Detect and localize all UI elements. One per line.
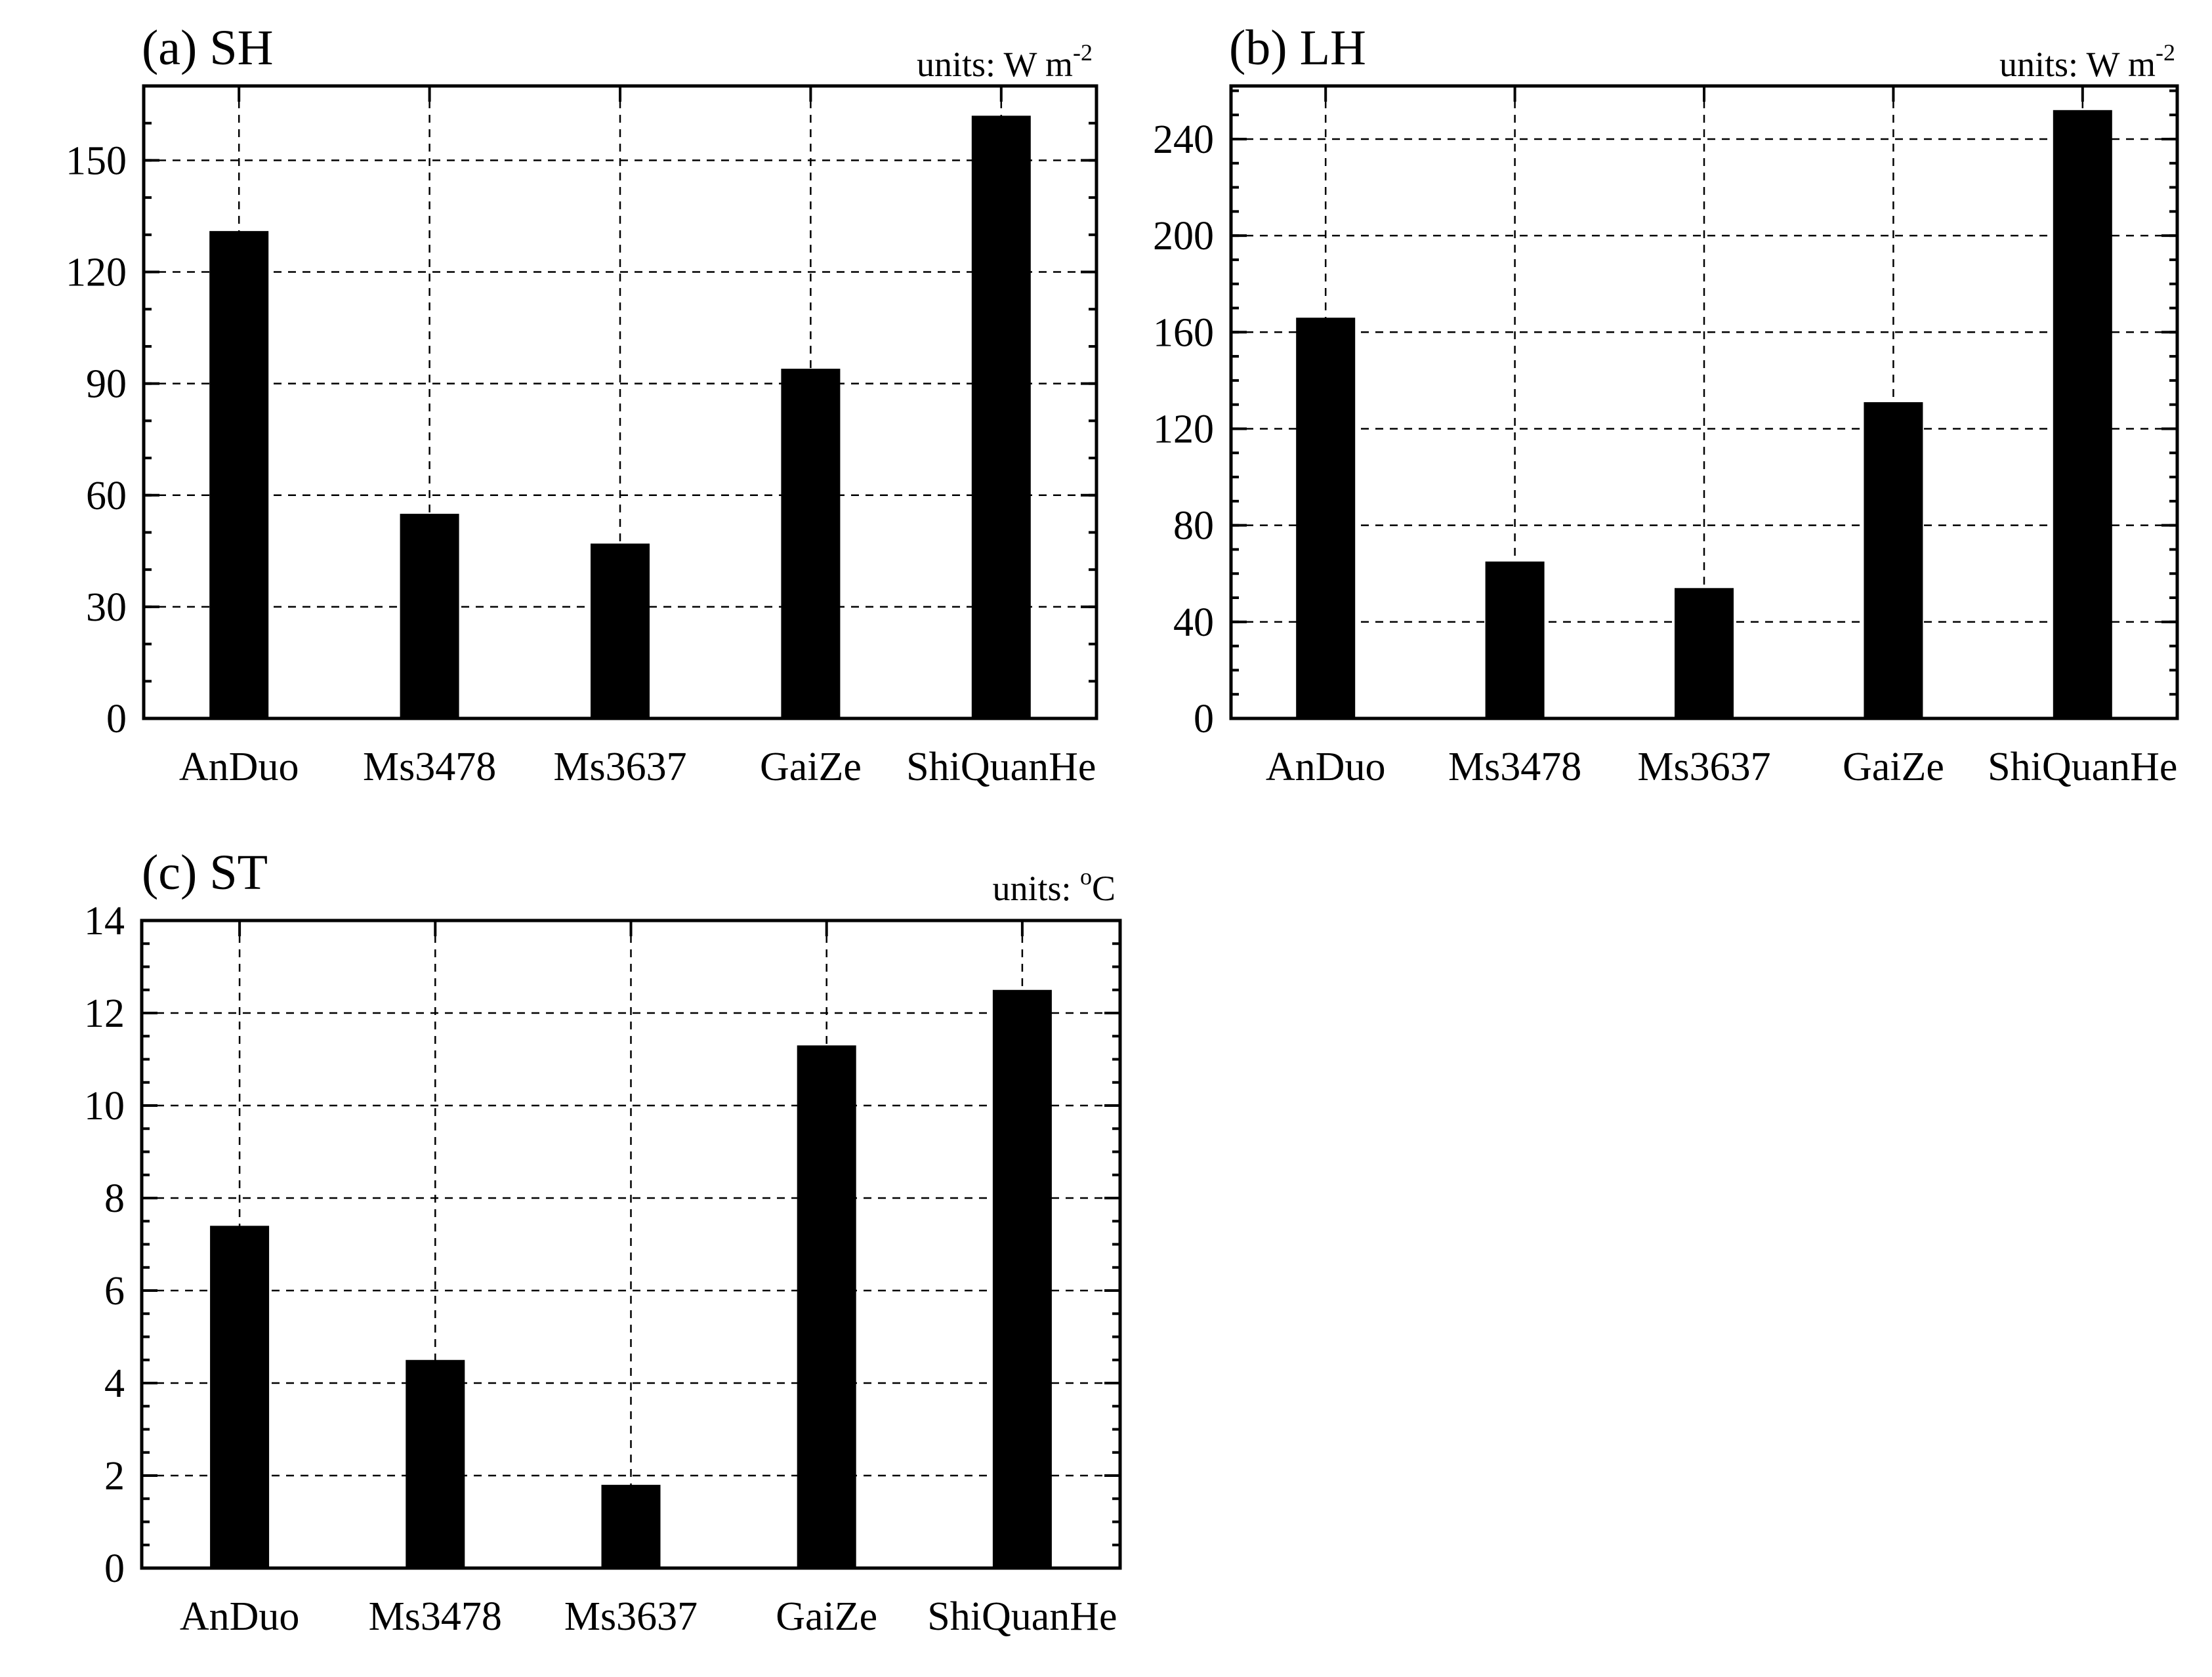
y-tick-label: 200 xyxy=(1153,214,1214,259)
y-tick-label: 30 xyxy=(86,585,127,630)
y-tick-label: 12 xyxy=(84,991,125,1036)
panel-title: (c) ST xyxy=(142,845,268,900)
x-tick-label: GaiZe xyxy=(760,745,862,789)
y-tick-label: 6 xyxy=(104,1269,125,1314)
bar-ms3637 xyxy=(591,543,650,718)
y-tick-label: 0 xyxy=(104,1546,125,1591)
y-tick-label: 150 xyxy=(66,138,127,183)
x-tick-label: Ms3637 xyxy=(564,1594,698,1639)
plot-frame xyxy=(1229,84,2179,720)
bar-anduo xyxy=(209,231,269,718)
x-tick-label: ShiQuanHe xyxy=(1988,745,2177,789)
bar-ms3478 xyxy=(406,1359,465,1568)
y-tick-label: 90 xyxy=(86,362,127,407)
bar-anduo xyxy=(1296,318,1356,718)
x-tick-label: ShiQuanHe xyxy=(906,745,1096,789)
bar-ms3637 xyxy=(1675,588,1734,718)
y-tick-label: 160 xyxy=(1153,310,1214,355)
x-tick-label: ShiQuanHe xyxy=(927,1594,1117,1639)
bar-gaize xyxy=(781,368,841,718)
y-tick-label: 14 xyxy=(84,899,125,943)
x-tick-label: AnDuo xyxy=(179,745,299,789)
y-tick-label: 120 xyxy=(1153,407,1214,451)
bar-ms3478 xyxy=(400,514,459,718)
units-label: units: W m-2 xyxy=(917,39,1093,84)
y-tick-label: 4 xyxy=(104,1361,125,1406)
y-tick-label: 8 xyxy=(104,1176,125,1221)
panel-sh: (a) SH units: W m-2 0 30 60 90 120 150 AnDuo Ms… xyxy=(66,20,1098,789)
panel-title: (a) SH xyxy=(142,20,274,75)
panel-lh: (b) LH units: W m-2 0 40 80 120 160 200 240 AnD… xyxy=(1153,20,2179,789)
bar-ms3478 xyxy=(1485,561,1545,718)
bar-shiquanhe xyxy=(2053,110,2112,719)
x-tick-label: Ms3478 xyxy=(363,745,496,789)
panel-title: (b) LH xyxy=(1229,20,1366,75)
units-label: units: W m-2 xyxy=(1999,39,2175,84)
y-tick-label: 80 xyxy=(1173,504,1214,549)
x-tick-label: GaiZe xyxy=(1843,745,1944,789)
plot-frame xyxy=(140,919,1122,1570)
y-tick-label: 120 xyxy=(66,251,127,295)
bar-shiquanhe xyxy=(992,989,1052,1568)
y-tick-label: 60 xyxy=(86,474,127,518)
bar-gaize xyxy=(797,1045,856,1568)
x-tick-label: AnDuo xyxy=(1266,745,1386,789)
x-tick-label: Ms3637 xyxy=(553,745,686,789)
y-tick-label: 40 xyxy=(1173,600,1214,645)
y-tick-label: 0 xyxy=(1194,697,1214,741)
units-label: units: oC xyxy=(992,863,1116,908)
y-tick-label: 0 xyxy=(106,697,127,741)
panel-st: (c) ST units: oC 0 2 4 6 8 10 12 14 AnDuo Ms3478 M… xyxy=(84,845,1122,1639)
plot-frame xyxy=(142,84,1098,720)
x-tick-label: Ms3478 xyxy=(1448,745,1581,789)
y-tick-label: 240 xyxy=(1153,117,1214,162)
x-tick-label: Ms3637 xyxy=(1637,745,1770,789)
y-tick-label: 2 xyxy=(104,1454,125,1499)
x-tick-label: Ms3478 xyxy=(369,1594,502,1639)
x-tick-label: AnDuo xyxy=(180,1594,300,1639)
bar-shiquanhe xyxy=(971,115,1031,719)
y-tick-label: 10 xyxy=(84,1084,125,1128)
bar-anduo xyxy=(210,1226,270,1568)
x-tick-label: GaiZe xyxy=(776,1594,877,1639)
bar-gaize xyxy=(1864,402,1923,718)
